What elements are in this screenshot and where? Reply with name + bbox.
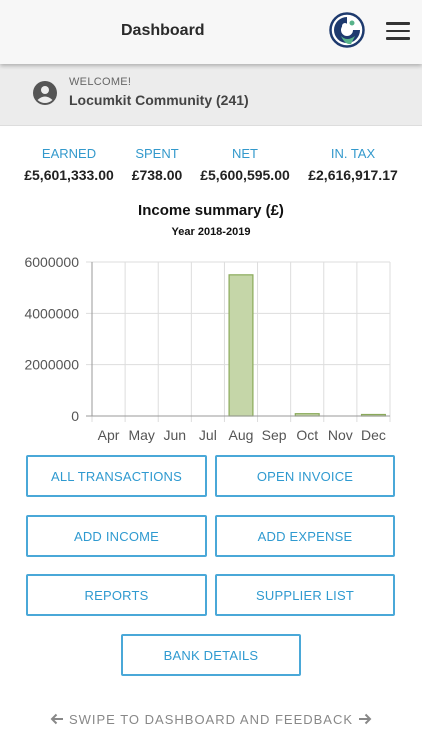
locumkit-logo[interactable] [329,12,365,48]
arrow-right-icon [358,713,372,725]
stat-earned: EARNED £5,601,333.00 [20,146,118,183]
add-income-button[interactable]: ADD INCOME [26,515,207,557]
y-tick-label: 2000000 [24,357,79,373]
stat-in-tax: IN. TAX £2,616,917.17 [302,146,404,183]
welcome-banner: WELCOME! Locumkit Community (241) [0,64,422,126]
x-tick-label: Jun [163,427,186,443]
stat-value: £5,601,333.00 [24,167,114,183]
y-tick-label: 4000000 [24,305,79,321]
stat-label: EARNED [41,146,97,161]
stat-value: £5,600,595.00 [200,167,290,183]
summary-stats: EARNED £5,601,333.00 SPENT £738.00 NET £… [0,146,422,190]
app-header: Dashboard [0,0,422,64]
stat-value: £2,616,917.17 [308,167,398,183]
x-tick-label: May [128,427,154,443]
x-tick-label: Dec [361,427,386,443]
page-title: Dashboard [121,22,205,39]
x-tick-label: Jul [199,427,217,443]
bank-details-button[interactable]: BANK DETAILS [121,634,301,676]
income-bar-chart: 6000000 4000000 2000000 0 Apr May Jun Jul Aug Sep… [24,254,391,443]
chart-subtitle: Year 2018-2019 [171,226,251,238]
community-name: Locumkit Community (241) [69,92,249,108]
stat-spent: SPENT £738.00 [126,146,188,183]
x-tick-label: Nov [328,427,353,443]
x-tick-label: Apr [98,427,120,443]
bar-aug [228,274,254,417]
stat-net: NET £5,600,595.00 [194,146,296,183]
welcome-label: WELCOME! [69,76,132,88]
all-transactions-button[interactable]: ALL TRANSACTIONS [26,455,207,497]
stat-value: £738.00 [131,167,183,183]
y-tick-label: 0 [71,408,79,424]
stat-label: NET [232,146,258,161]
stat-label: SPENT [135,146,179,161]
x-tick-label: Oct [296,427,318,443]
arrow-left-icon [50,713,64,725]
reports-button[interactable]: REPORTS [26,574,207,616]
supplier-list-button[interactable]: SUPPLIER LIST [215,574,395,616]
hamburger-menu-icon[interactable] [386,22,410,40]
stat-label: IN. TAX [330,146,376,161]
add-expense-button[interactable]: ADD EXPENSE [215,515,395,557]
swipe-hint-text: SWIPE TO DASHBOARD AND FEEDBACK [68,712,354,727]
swipe-hint[interactable]: SWIPE TO DASHBOARD AND FEEDBACK [0,712,422,727]
open-invoice-button[interactable]: OPEN INVOICE [215,455,395,497]
user-icon [33,81,57,105]
chart-title: Income summary (£) [138,202,284,219]
y-tick-label: 6000000 [24,254,79,270]
x-tick-label: Aug [229,427,254,443]
x-tick-label: Sep [262,427,287,443]
